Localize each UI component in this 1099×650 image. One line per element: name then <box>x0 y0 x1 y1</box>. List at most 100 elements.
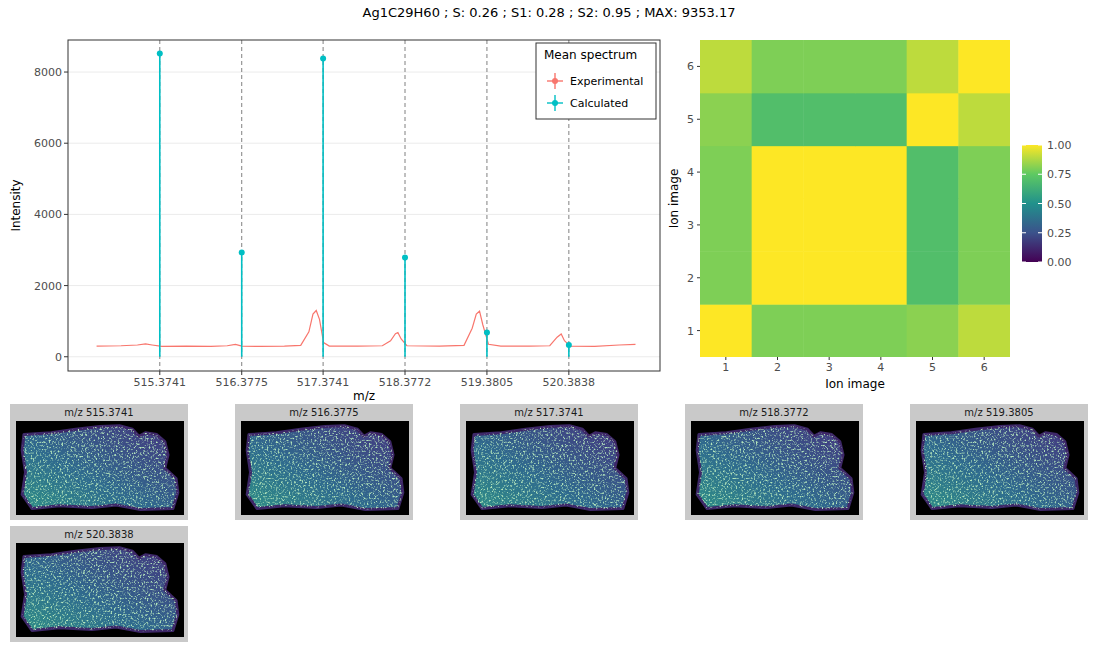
tissue <box>922 426 1078 510</box>
image-background <box>691 421 859 515</box>
heatmap-cell <box>907 251 959 304</box>
legend-title: Mean spectrum <box>544 48 637 62</box>
legend-box <box>536 43 656 119</box>
color-tick <box>1022 203 1026 204</box>
y-tick-label: 0 <box>55 351 62 364</box>
heatmap-cell <box>752 146 804 199</box>
heatmap-cell <box>855 93 907 146</box>
ion-image-panel: m/z 518.3772 <box>685 404 863 520</box>
y-tick-label: 2000 <box>34 280 62 293</box>
legend-key <box>552 78 558 84</box>
x-tick-label: 519.3805 <box>461 376 514 389</box>
heatmap-cell <box>803 199 855 252</box>
tick-mark <box>777 357 778 360</box>
stem-marker <box>320 56 326 62</box>
tick-mark <box>697 66 700 67</box>
color-tick <box>1038 174 1042 175</box>
x-tick-label: 520.3838 <box>543 376 596 389</box>
y-tick-label: 4000 <box>34 208 62 221</box>
heatmap-cell <box>803 304 855 357</box>
y-tick-label: 2 <box>687 272 694 285</box>
ion-image-panel: m/z 519.3805 <box>910 404 1088 520</box>
stem <box>159 54 161 357</box>
tick-mark <box>697 224 700 225</box>
legend-key <box>552 100 558 106</box>
heatmap-cell <box>958 146 1010 199</box>
tissue <box>247 426 403 510</box>
heatmap-cell <box>907 40 959 93</box>
tissue-texture <box>22 426 178 510</box>
color-tick <box>1038 145 1042 146</box>
color-tick <box>1022 145 1026 146</box>
color-tick <box>1022 232 1026 233</box>
legend-label: Experimental <box>570 75 643 88</box>
ion-image-panel: m/z 516.3775 <box>235 404 413 520</box>
x-tick-label: 3 <box>826 361 833 374</box>
heatmap-cell <box>700 304 752 357</box>
y-tick-label: 6 <box>687 60 694 73</box>
x-axis-title: Ion image <box>825 377 885 391</box>
tick-mark <box>159 371 160 375</box>
tick-mark <box>323 371 324 375</box>
heatmap-cell <box>700 40 752 93</box>
tick-mark <box>568 371 569 375</box>
heatmap-cell <box>700 93 752 146</box>
panel-title: m/z 517.3741 <box>514 407 583 418</box>
stem-marker <box>566 342 572 348</box>
y-tick-label: 4 <box>687 166 694 179</box>
stem-marker <box>484 330 490 336</box>
stem <box>486 333 488 357</box>
figure-title: Ag1C29H60 ; S: 0.26 ; S1: 0.28 ; S2: 0.9… <box>363 5 736 20</box>
plot-border <box>68 40 660 371</box>
heatmap-cell <box>700 199 752 252</box>
color-tick <box>1022 262 1026 263</box>
stem-marker <box>239 249 245 255</box>
grid-line <box>68 214 660 215</box>
tissue-texture <box>247 426 403 510</box>
color-bar <box>1022 145 1042 262</box>
x-tick-label: 5 <box>929 361 936 374</box>
spectrum-panel: 02000400060008000515.3741516.3775517.374… <box>9 40 660 403</box>
ion-image-panel: m/z 520.3838 <box>10 526 188 642</box>
y-tick-label: 3 <box>687 219 694 232</box>
x-tick-label: 518.3772 <box>379 376 432 389</box>
legend: Mean spectrumExperimentalCalculated <box>536 43 656 119</box>
heatmap-cell <box>907 304 959 357</box>
tick-mark <box>697 172 700 173</box>
tissue <box>22 426 178 510</box>
x-tick-label: 4 <box>877 361 884 374</box>
heatmap-cell <box>752 93 804 146</box>
heatmap-cell <box>855 146 907 199</box>
tick-mark <box>64 72 68 73</box>
y-tick-label: 8000 <box>34 66 62 79</box>
stem <box>322 59 324 357</box>
tissue-texture <box>922 426 1078 510</box>
color-tick <box>1038 203 1042 204</box>
heatmap-cell <box>752 251 804 304</box>
tick-mark <box>984 357 985 360</box>
heatmap-cell <box>958 93 1010 146</box>
heatmap-cell <box>907 199 959 252</box>
stem <box>404 257 406 356</box>
heatmap-cell <box>958 304 1010 357</box>
color-tick <box>1038 262 1042 263</box>
heatmap-cell <box>907 93 959 146</box>
x-tick-label: 516.3775 <box>215 376 268 389</box>
tick-mark <box>241 371 242 375</box>
color-tick-label: 0.50 <box>1047 198 1072 211</box>
color-tick <box>1022 174 1026 175</box>
grid-line <box>241 40 242 371</box>
panel-title: m/z 520.3838 <box>64 529 133 540</box>
plot-background <box>68 40 660 371</box>
y-axis-title: Intensity <box>9 179 23 231</box>
stem <box>241 252 243 356</box>
ion-image-panel: m/z 515.3741 <box>10 404 188 520</box>
tick-mark <box>405 371 406 375</box>
tick-mark <box>829 357 830 360</box>
x-tick-label: 2 <box>774 361 781 374</box>
image-background <box>16 421 184 515</box>
experimental-line <box>97 310 636 346</box>
color-tick-label: 0.25 <box>1047 227 1072 240</box>
heatmap-cell <box>958 40 1010 93</box>
panel-background <box>235 404 413 520</box>
